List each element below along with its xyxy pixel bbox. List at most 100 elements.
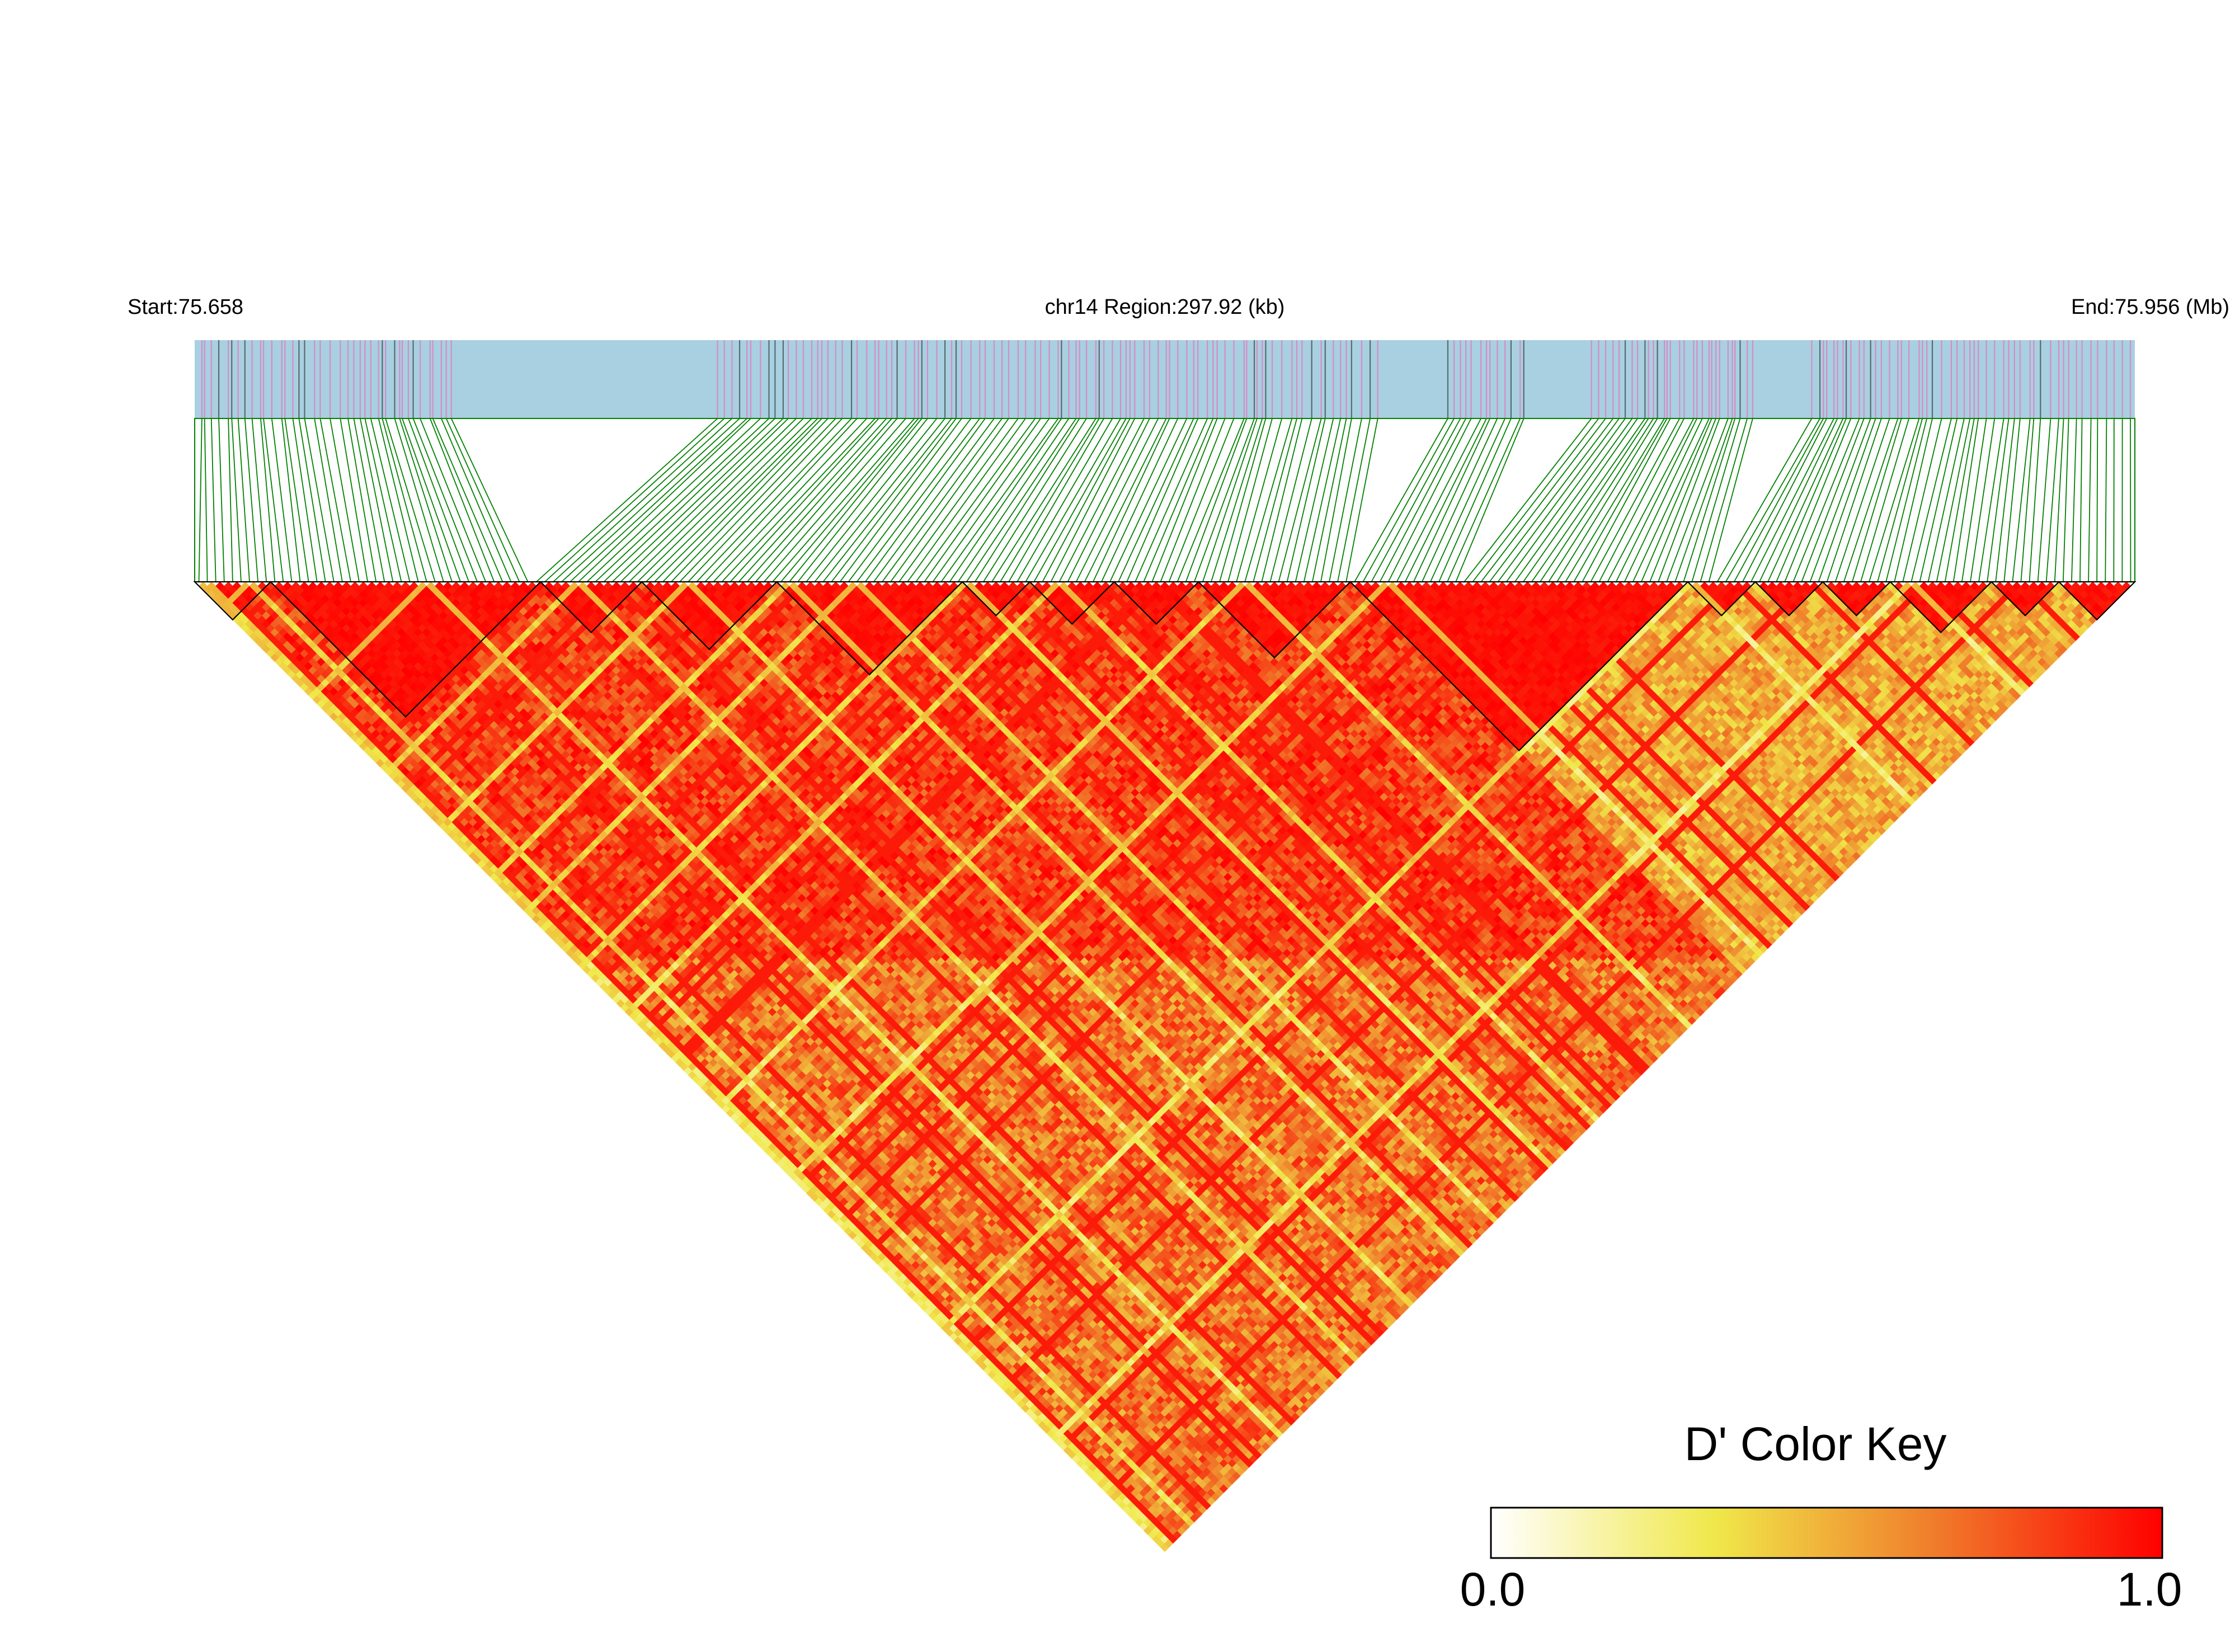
snp-connector [1573,418,1668,582]
snp-connector [260,418,276,582]
snp-connector [1641,418,1712,582]
snp-connector [231,418,242,582]
snp-connector [1970,418,1996,582]
snp-connector [1151,418,1218,582]
snp-connector [822,418,952,582]
snp-connector [570,418,747,582]
snp-connector-lines [198,418,2132,582]
snp-connector [561,418,740,582]
snp-connector [1447,418,1521,582]
snp-connector [620,418,789,582]
snp-connector [764,418,906,582]
snp-connector [1135,418,1208,582]
snp-connector [210,418,217,582]
snp-connector [340,418,368,582]
snp-connector [814,418,945,582]
ld-heatmap-cells [199,582,2131,1552]
snp-connector [1514,418,1633,582]
snp-connector [1084,418,1167,582]
snp-connector [1548,418,1654,582]
snp-connector [370,418,411,582]
snp-connector [2062,418,2069,582]
snp-connector [2003,418,2021,582]
snp-connector [1303,418,1342,582]
snp-connector [654,418,818,582]
snp-connector [1767,418,1844,582]
snp-connector [755,418,898,582]
snp-connector [864,418,986,582]
snp-connector [898,418,1019,582]
region-label: chr14 Region:297.92 (kb) [1045,295,1285,319]
snp-connector [949,418,1062,582]
snp-connector [983,418,1087,582]
snp-connector [1590,418,1681,582]
snp-connector [1987,418,2010,582]
snp-connector [1995,418,2015,582]
snp-connector [1455,418,1524,582]
snp-connector [738,418,887,582]
snp-connector [1894,418,1933,582]
snp-connector [1759,418,1838,582]
snp-connector [1101,418,1179,582]
snp-connector [319,418,351,582]
snp-connector [966,418,1077,582]
snp-connector [1877,418,1923,582]
snp-connector [304,418,335,582]
snp-connector [1725,418,1820,582]
snp-connector [1320,418,1352,582]
end-label: End:75.956 (Mb) [2071,295,2229,319]
snp-connector [1253,418,1297,582]
snp-connector [1801,418,1865,582]
snp-connector [1911,418,1952,582]
snp-connector [420,418,487,582]
snp-connector [932,418,1050,582]
snp-connector [848,418,972,582]
snp-connector [1919,418,1958,582]
snp-connector [1751,418,1834,582]
snp-connector [721,418,876,582]
snp-connector [1658,418,1720,582]
snp-connector [924,418,1041,582]
snp-connector [1809,418,1871,582]
snp-connector [679,418,836,582]
snp-connector [882,418,1003,582]
snp-connector [839,418,962,582]
snp-connector [1708,418,1753,582]
snp-connector [1025,418,1121,582]
snp-connector [856,418,981,582]
snp-connector [890,418,1009,582]
snp-connector [1582,418,1671,582]
snp-connector [364,418,402,582]
snp-connector [1700,418,1748,582]
snp-connector [1160,418,1226,582]
snp-connector [1017,418,1113,582]
snp-connector [1742,418,1827,582]
snp-connector [237,418,250,582]
snp-connector [1852,418,1902,582]
snp-connector [1177,418,1245,582]
snp-connector [1422,418,1498,582]
snp-connector [1227,418,1273,582]
snp-connector [1505,418,1626,582]
snp-connector [2079,418,2083,582]
snp-connector [1952,418,1979,582]
snp-connector [772,418,915,582]
snp-connector [292,418,318,582]
snp-connector [1598,418,1685,582]
snp-connector [1362,418,1455,582]
snp-connector [1185,418,1248,582]
snp-connector [1067,418,1150,582]
snp-connector [1607,418,1695,582]
snp-connector [2105,418,2107,582]
snp-connector [1329,418,1362,582]
snp-connector [662,418,822,582]
snp-connector [1818,418,1876,582]
snp-connector [1143,418,1214,582]
snp-connector [432,418,504,582]
gene-track [195,340,2135,418]
snp-connector [1413,418,1491,582]
snp-connector [713,418,867,582]
snp-connector [940,418,1059,582]
snp-connector [628,418,797,582]
